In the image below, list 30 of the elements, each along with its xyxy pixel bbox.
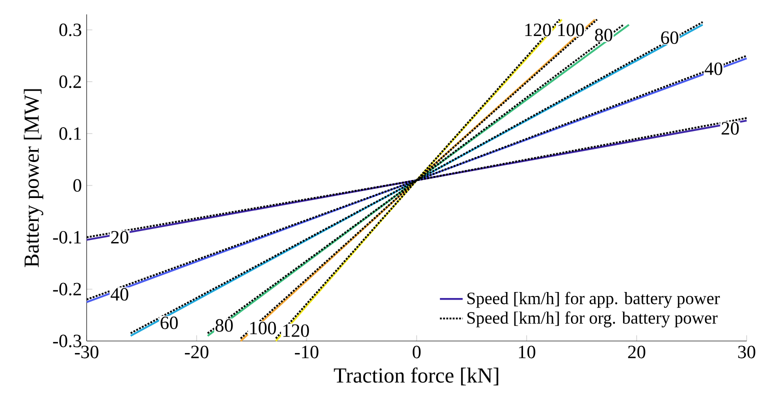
x-tick-label: 30 <box>738 346 756 358</box>
x-tick-label: -30 <box>74 346 98 358</box>
y-tick-label: 0.2 <box>59 75 81 88</box>
legend-label: Speed [km/h] for app. battery power <box>467 292 720 308</box>
x-tick-label: -20 <box>184 346 208 358</box>
y-tick-label: 0.1 <box>59 127 81 140</box>
annotation: 100 <box>558 24 584 36</box>
y-tick-label: -0.2 <box>53 282 81 296</box>
annotation: 80 <box>595 28 612 42</box>
annotation: 40 <box>704 62 722 76</box>
annotation: 40 <box>110 288 128 301</box>
x-tick-label: -10 <box>294 346 318 358</box>
x-axis-title: Traction force [kN] <box>334 367 498 386</box>
annotation: 60 <box>160 316 178 330</box>
x-tick-label: 20 <box>628 346 646 358</box>
annotation: 20 <box>111 230 128 244</box>
y-tick-label: 0 <box>73 179 82 192</box>
annotation: 60 <box>661 31 678 44</box>
annotation: 80 <box>216 319 233 332</box>
x-tick-label: 0 <box>412 346 421 358</box>
annotation: 20 <box>722 122 739 135</box>
y-axis-title: Battery power [MW] <box>24 89 44 268</box>
y-tick-label: -0.3 <box>53 334 82 348</box>
annotation: 120 <box>525 24 551 36</box>
legend-label: Speed [km/h] for org. battery power <box>467 311 718 328</box>
x-tick-label: 10 <box>518 346 536 358</box>
y-tick-label: -0.1 <box>53 230 81 244</box>
annotation: 100 <box>250 322 276 334</box>
y-tick-label: 0.3 <box>59 24 82 36</box>
annotation: 120 <box>283 324 309 337</box>
